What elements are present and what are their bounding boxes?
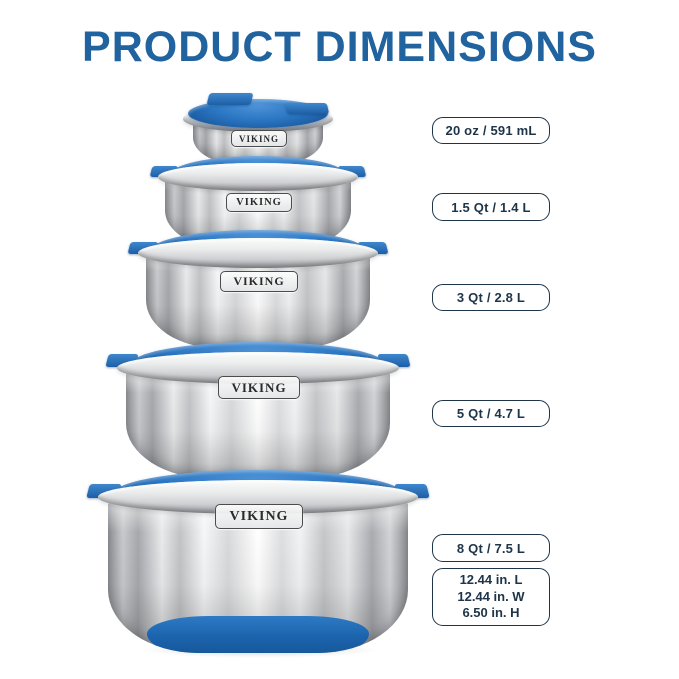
dimension-height: 6.50 in. H (462, 605, 520, 621)
overall-dimensions-box: 12.44 in. L 12.44 in. W 6.50 in. H (432, 568, 550, 626)
brand-text: VIKING (238, 133, 279, 144)
viking-logo-badge: VIKING (220, 271, 298, 292)
bowl-1-5qt-rim (158, 163, 358, 191)
capacity-label-3qt: 3 Qt / 2.8 L (432, 284, 550, 311)
bowl-8qt-body (108, 502, 408, 653)
brand-text: VIKING (233, 274, 285, 288)
viking-logo-badge: VIKING (218, 376, 300, 399)
lid-handle-tab (206, 93, 254, 105)
bowl-3qt-rim (138, 238, 378, 268)
lid-pour-spout (284, 103, 330, 114)
capacity-label-20oz: 20 oz / 591 mL (432, 117, 550, 144)
brand-text: VIKING (236, 197, 282, 208)
viking-logo-badge: VIKING (231, 130, 287, 147)
bowl-3qt-body (146, 252, 370, 348)
non-slip-silicone-base (147, 616, 369, 653)
viking-logo-badge: VIKING (226, 193, 292, 212)
capacity-label-8qt: 8 Qt / 7.5 L (432, 534, 550, 562)
brand-text: VIKING (231, 379, 287, 395)
dimension-length: 12.44 in. L (459, 571, 523, 587)
capacity-label-5qt: 5 Qt / 4.7 L (432, 400, 550, 427)
viking-logo-badge: VIKING (215, 504, 303, 529)
capacity-label-1-5qt: 1.5 Qt / 1.4 L (432, 193, 550, 221)
brand-text: VIKING (229, 508, 289, 524)
page-title: PRODUCT DIMENSIONS (82, 23, 597, 71)
dimension-width: 12.44 in. W (457, 588, 525, 604)
